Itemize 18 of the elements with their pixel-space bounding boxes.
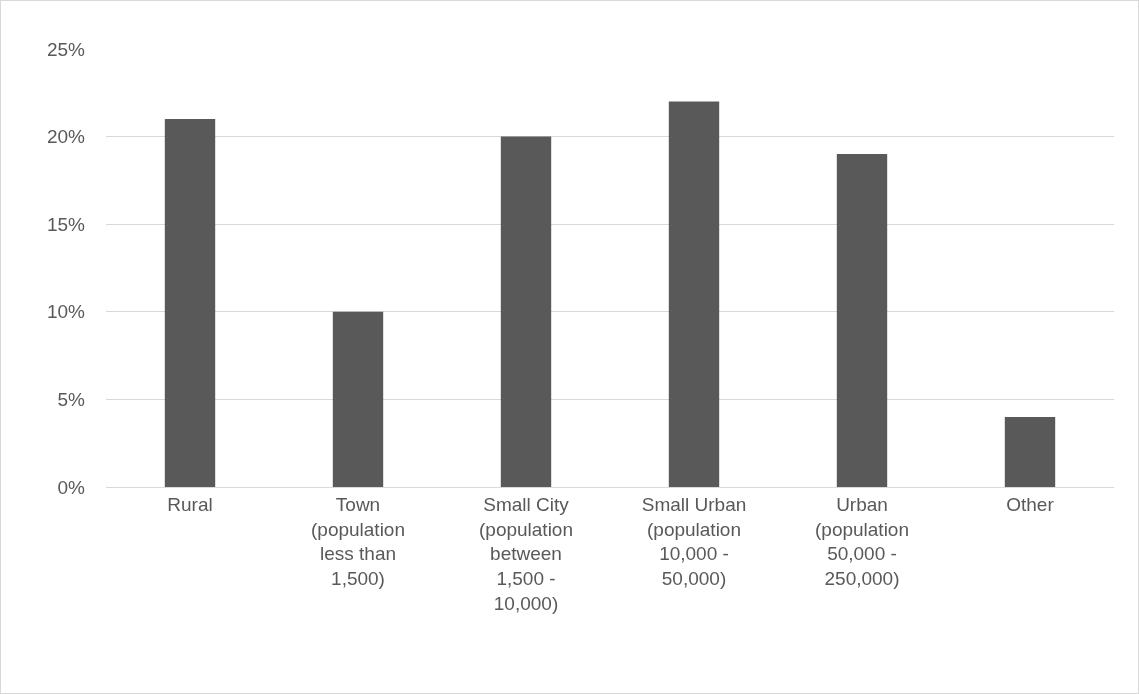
x-tick-label: Small City (population between 1,500 - 10,000) [478,493,574,614]
y-tick-label: 15% [46,213,86,235]
x-tick-label: Other [1006,493,1055,515]
y-tick-label: 20% [46,126,86,148]
bar [836,154,888,487]
x-tick-label: Rural [167,493,213,515]
y-tick-label: 25% [46,38,86,60]
x-tick-label: Town (population less than 1,500) [310,493,406,589]
bar [668,101,720,487]
bar [1004,416,1056,487]
x-tick-label: Small Urban (population 10,000 - 50,000) [641,493,747,589]
x-tick-label: Urban (population 50,000 - 250,000) [814,493,910,589]
y-tick-label: 0% [57,476,86,498]
bar [500,136,552,487]
y-tick-label: 5% [57,389,86,411]
bar [164,119,216,487]
bar [332,311,384,487]
y-tick-label: 10% [46,301,86,323]
